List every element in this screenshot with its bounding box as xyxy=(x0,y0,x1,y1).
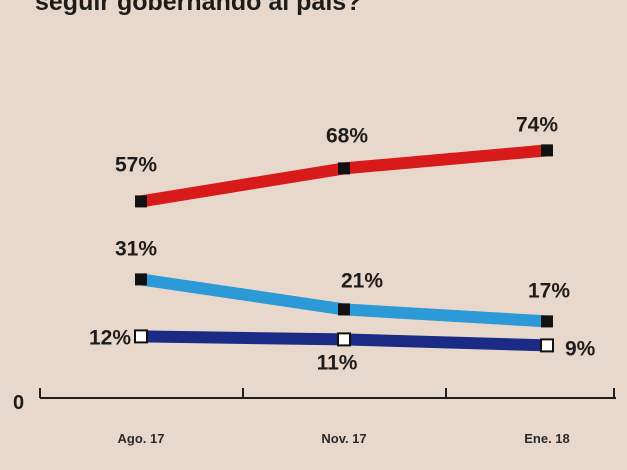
series-markers xyxy=(134,144,554,353)
series-2-label-0: 12% xyxy=(89,326,131,349)
series-2-marker-1 xyxy=(337,332,351,347)
x-tick-label-2: Ene. 18 xyxy=(524,431,570,446)
series-0-marker-0 xyxy=(135,195,147,208)
series-2-label-2: 9% xyxy=(565,337,596,360)
x-tick-label-1: Nov. 17 xyxy=(321,431,366,446)
chart-title: seguir gobernando al país? xyxy=(35,0,361,16)
series-2-marker-2 xyxy=(540,338,554,353)
series-2-label-1: 11% xyxy=(317,351,358,374)
series-1-marker-2 xyxy=(541,315,553,328)
series-0-label-0: 57% xyxy=(115,153,157,176)
x-axis-ticks xyxy=(39,388,615,398)
series-1-marker-1 xyxy=(338,303,350,316)
series-lines xyxy=(140,144,548,352)
y-axis-zero-label: 0 xyxy=(13,392,24,414)
data-labels: 57% 68% 74% 31% 21% 17% 12% 11% 9% xyxy=(89,113,596,374)
series-1-marker-0 xyxy=(135,273,147,286)
series-line-0 xyxy=(140,144,548,208)
x-tick-label-0: Ago. 17 xyxy=(118,431,165,446)
series-0-marker-2 xyxy=(541,144,553,157)
series-2-marker-0 xyxy=(134,329,148,344)
series-0-marker-1 xyxy=(338,162,350,175)
x-axis-labels: Ago. 17 Nov. 17 Ene. 18 xyxy=(118,431,570,446)
series-1-label-0: 31% xyxy=(115,237,157,260)
series-0-label-1: 68% xyxy=(326,124,368,147)
series-0-label-2: 74% xyxy=(516,113,558,136)
series-1-label-1: 21% xyxy=(341,269,383,292)
series-1-label-2: 17% xyxy=(528,279,570,302)
